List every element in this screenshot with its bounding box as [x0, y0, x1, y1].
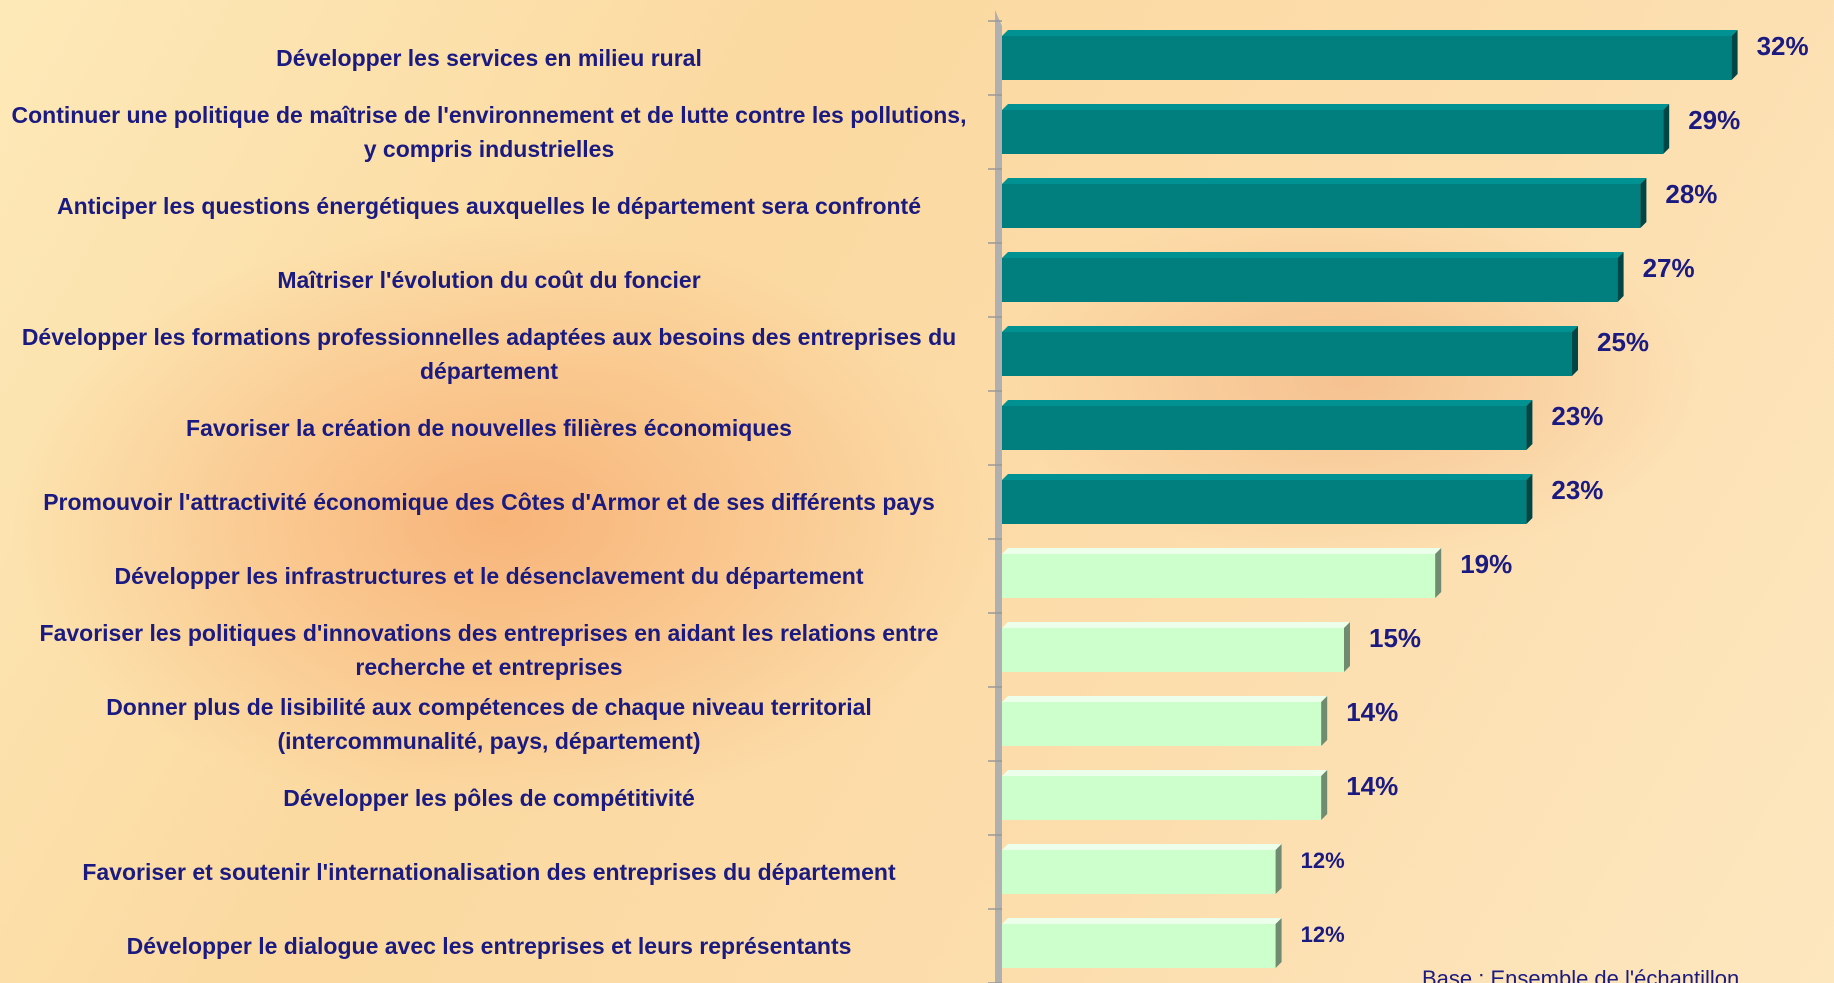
category-label: Favoriser les politiques d'innovations d… — [39, 620, 939, 680]
category-label: Favoriser la création de nouvelles filiè… — [186, 415, 792, 441]
value-label: 12% — [1301, 922, 1345, 947]
bar-top — [1002, 400, 1533, 406]
category-label: Développer les pôles de compétitivité — [283, 785, 695, 811]
bar-side — [1572, 326, 1578, 376]
bar-side — [1526, 474, 1533, 524]
value-label: 28% — [1665, 179, 1717, 209]
value-label: 19% — [1460, 549, 1512, 579]
value-label: 14% — [1346, 697, 1398, 727]
bar — [1002, 850, 1276, 894]
bar — [1002, 776, 1322, 820]
bar — [1002, 480, 1527, 524]
bar-side — [1731, 30, 1738, 80]
value-label: 12% — [1301, 848, 1345, 873]
bar-side — [1617, 252, 1624, 302]
value-label: 32% — [1757, 31, 1809, 61]
bar-top — [1002, 622, 1350, 628]
bar — [1002, 924, 1276, 968]
value-label: 15% — [1369, 623, 1421, 653]
bar-top — [1002, 844, 1282, 850]
category-label: Développer les infrastructures et le dés… — [114, 563, 864, 589]
bar-top — [1002, 474, 1533, 480]
value-label: 23% — [1551, 475, 1603, 505]
bar-top — [1002, 696, 1328, 702]
category-label: Donner plus de lisibilité aux compétence… — [106, 694, 872, 754]
bar — [1002, 332, 1572, 376]
bar-side — [1275, 844, 1282, 894]
bar-side — [1435, 548, 1442, 598]
axis-wall — [995, 10, 1002, 983]
category-label: Développer les formations professionnell… — [21, 324, 957, 384]
bar-side — [1321, 770, 1328, 820]
bar-side — [1640, 178, 1647, 228]
bar-top — [1002, 326, 1578, 332]
bar — [1002, 406, 1527, 450]
bar — [1002, 554, 1436, 598]
bar-side — [1663, 104, 1670, 154]
bar-top — [1002, 770, 1328, 776]
bar — [1002, 258, 1618, 302]
category-label: Anticiper les questions énergétiques aux… — [56, 193, 922, 219]
bar-top — [1002, 30, 1738, 36]
value-label: 25% — [1597, 327, 1649, 357]
value-label: 27% — [1643, 253, 1695, 283]
category-label: Promouvoir l'attractivité économique des… — [43, 489, 935, 515]
note: Base : Ensemble de l'échantillon — [1422, 966, 1739, 983]
bar — [1002, 628, 1344, 672]
category-label: Continuer une politique de maîtrise de l… — [11, 102, 967, 162]
value-label: 23% — [1551, 401, 1603, 431]
category-label: Favoriser et soutenir l'internationalisa… — [82, 859, 896, 885]
value-label: 14% — [1346, 771, 1398, 801]
bar-side — [1275, 918, 1282, 968]
bar — [1002, 110, 1664, 154]
bar-top — [1002, 548, 1442, 554]
bar-top — [1002, 252, 1624, 258]
bar-side — [1344, 622, 1350, 672]
value-label: 29% — [1688, 105, 1740, 135]
bar-top — [1002, 178, 1647, 184]
bar-side — [1321, 696, 1328, 746]
category-label: Développer les services en milieu rural — [276, 45, 702, 71]
bar-top — [1002, 104, 1670, 110]
bar — [1002, 184, 1641, 228]
bar-top — [1002, 918, 1282, 924]
category-label: Développer le dialogue avec les entrepri… — [126, 933, 852, 959]
bar — [1002, 36, 1732, 80]
category-label: Maîtriser l'évolution du coût du foncier — [277, 267, 701, 293]
bar — [1002, 702, 1322, 746]
bar-side — [1526, 400, 1533, 450]
